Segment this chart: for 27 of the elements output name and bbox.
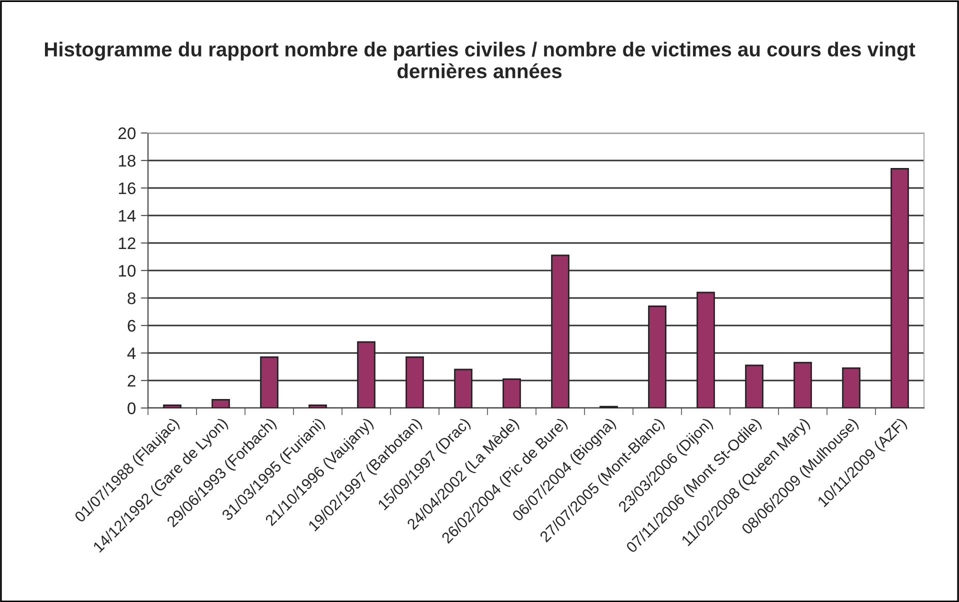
y-tick-label: 4 bbox=[127, 348, 136, 360]
bar bbox=[745, 364, 764, 408]
y-tick-label: 18 bbox=[118, 154, 136, 167]
bar bbox=[696, 292, 715, 408]
y-tick-label: 14 bbox=[118, 210, 136, 222]
bar bbox=[308, 404, 327, 408]
y-tick-label: 12 bbox=[118, 237, 136, 250]
bar bbox=[357, 341, 376, 408]
y-tick-label: 2 bbox=[128, 374, 136, 387]
bar bbox=[212, 399, 230, 408]
bar bbox=[406, 356, 424, 408]
bar bbox=[794, 362, 812, 408]
y-tick-label: 6 bbox=[128, 320, 136, 332]
y-tick-label: 0 bbox=[128, 402, 136, 414]
bar bbox=[454, 368, 472, 408]
y-tick-label: 10 bbox=[118, 264, 136, 277]
bar bbox=[842, 367, 860, 408]
bar bbox=[502, 378, 521, 408]
y-tick-label: 16 bbox=[118, 182, 136, 194]
chart-title: Histogramme du rapport nombre de parties civiles / nombre de victimes au cours des vingt dernières années bbox=[44, 42, 916, 78]
bar bbox=[260, 356, 278, 408]
y-tick-label: 20 bbox=[118, 127, 136, 140]
bar bbox=[551, 254, 570, 408]
bar bbox=[648, 306, 666, 408]
y-tick-label: 8 bbox=[128, 292, 136, 304]
bar bbox=[163, 404, 182, 408]
bar bbox=[890, 168, 909, 408]
